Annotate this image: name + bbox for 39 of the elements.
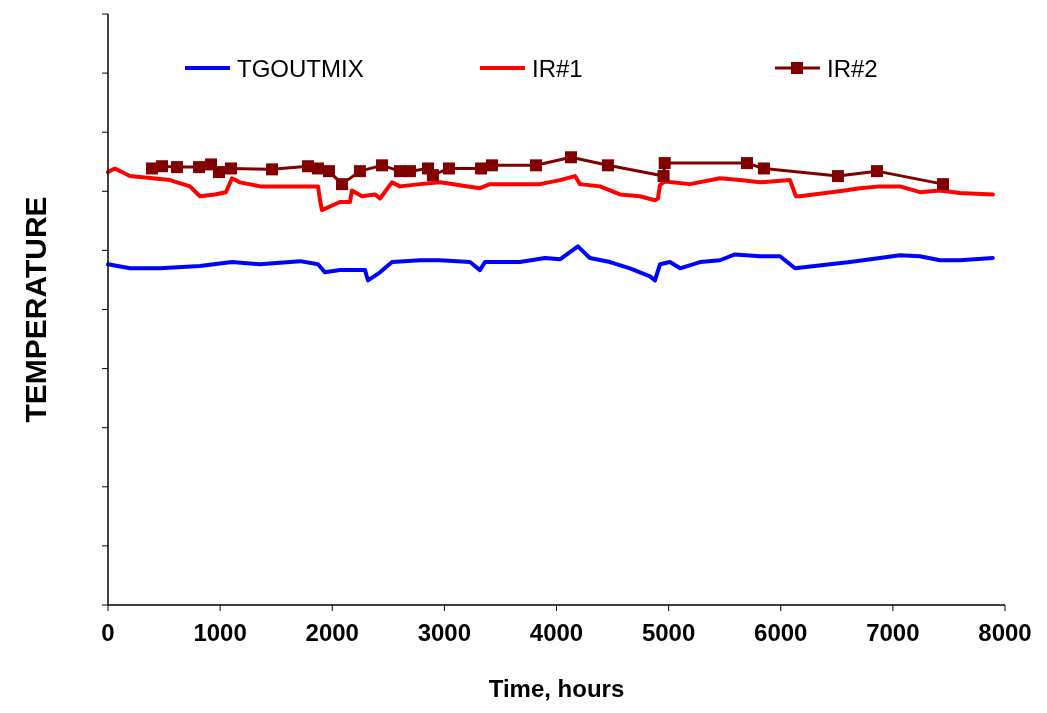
point — [831, 170, 844, 183]
point — [156, 160, 169, 173]
point — [170, 161, 183, 174]
x-axis-title: Time, hours — [488, 675, 625, 702]
point — [193, 161, 206, 174]
point — [426, 169, 439, 182]
point — [601, 159, 614, 172]
point — [475, 162, 488, 175]
x-tick-label: 0 — [101, 619, 115, 646]
x-tick-label: 4000 — [529, 619, 584, 646]
x-tick-label: 6000 — [754, 619, 808, 646]
point — [323, 165, 335, 178]
legend-label: TGOUTMIX — [237, 55, 364, 82]
point — [213, 166, 225, 179]
point — [225, 162, 237, 175]
point — [376, 159, 389, 172]
point — [937, 178, 949, 191]
point — [336, 178, 349, 191]
x-tick-label: 8000 — [978, 619, 1032, 646]
x-tick-label: 3000 — [417, 619, 472, 646]
x-tick-label: 1000 — [193, 619, 247, 646]
legend-label: IR#1 — [532, 55, 583, 82]
point — [442, 162, 455, 175]
point — [657, 170, 670, 183]
point — [266, 163, 279, 176]
x-tick-label: 5000 — [641, 619, 696, 646]
x-tick-label: 2000 — [305, 619, 359, 646]
point — [353, 165, 366, 178]
point — [486, 159, 499, 172]
point — [658, 157, 671, 170]
x-tick-label: 7000 — [866, 619, 920, 646]
point — [564, 151, 577, 164]
point — [741, 157, 753, 170]
point — [403, 165, 416, 178]
point — [757, 162, 770, 175]
y-axis-title: TEMPERATURE — [19, 196, 52, 423]
point — [529, 159, 542, 172]
point — [870, 165, 883, 178]
legend-label: IR#2 — [827, 55, 878, 82]
